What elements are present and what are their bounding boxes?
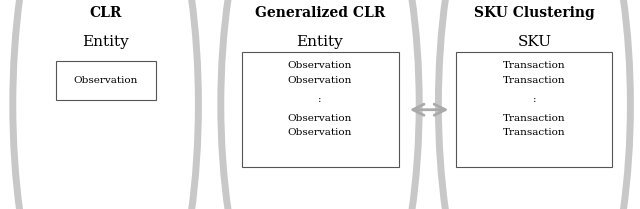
Text: :: : [318, 95, 322, 104]
Text: Observation: Observation [288, 128, 352, 137]
Bar [242, 52, 399, 167]
Text: Transaction: Transaction [503, 128, 566, 137]
Text: Transaction: Transaction [503, 113, 566, 123]
Text: Transaction: Transaction [503, 76, 566, 85]
Text: Generalized CLR: Generalized CLR [255, 6, 385, 20]
Text: CLR: CLR [90, 6, 122, 20]
Text: Transaction: Transaction [503, 61, 566, 70]
Text: :: : [532, 95, 536, 104]
Bar [56, 61, 156, 100]
Text: Observation: Observation [74, 76, 138, 85]
Text: SKU: SKU [517, 35, 552, 49]
Bar [456, 52, 612, 167]
Text: Entity: Entity [296, 35, 344, 49]
Text: Observation: Observation [288, 113, 352, 123]
Text: Observation: Observation [288, 61, 352, 70]
Text: Observation: Observation [288, 76, 352, 85]
Text: Entity: Entity [82, 35, 129, 49]
Text: SKU Clustering: SKU Clustering [474, 6, 595, 20]
